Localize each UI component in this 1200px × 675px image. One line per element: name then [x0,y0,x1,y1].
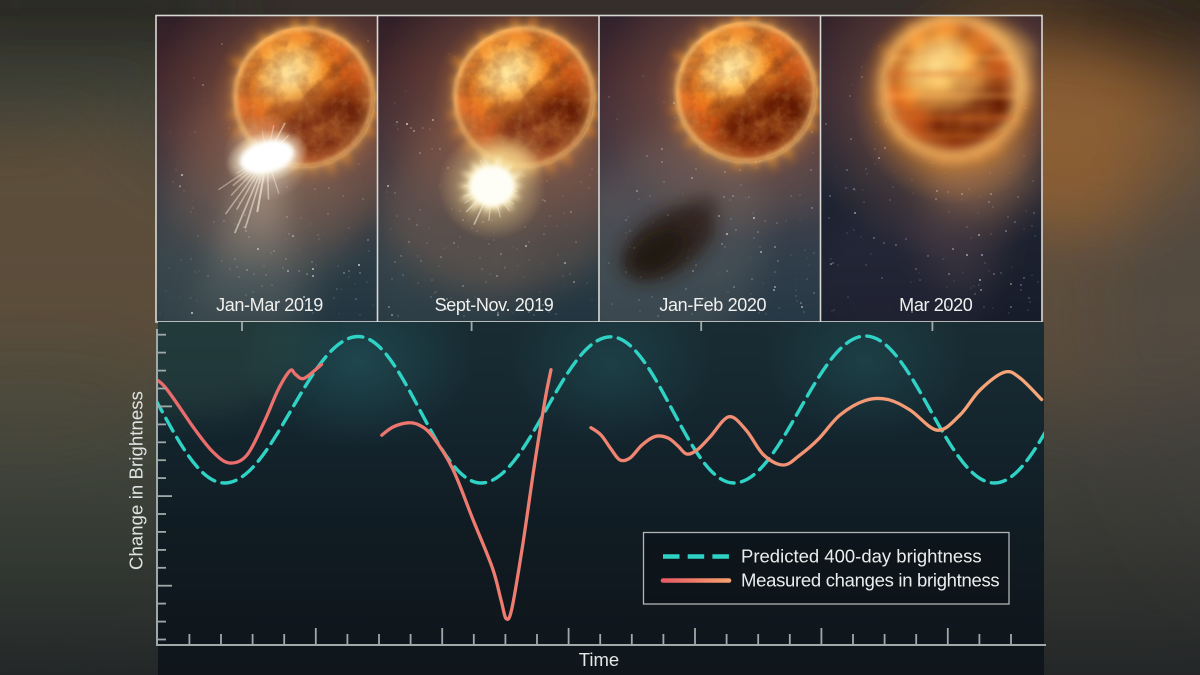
svg-text:Jan-Mar 2019: Jan-Mar 2019 [216,295,323,315]
svg-text:Sept-Nov. 2019: Sept-Nov. 2019 [435,295,554,315]
svg-text:Time: Time [579,649,619,670]
svg-text:Jan-Feb 2020: Jan-Feb 2020 [659,295,766,315]
svg-text:Predicted 400-day brightness: Predicted 400-day brightness [741,546,982,567]
svg-text:Measured changes in brightness: Measured changes in brightness [741,570,999,591]
svg-text:Change in Brightness: Change in Brightness [126,391,147,570]
svg-text:Mar 2020: Mar 2020 [899,295,973,315]
